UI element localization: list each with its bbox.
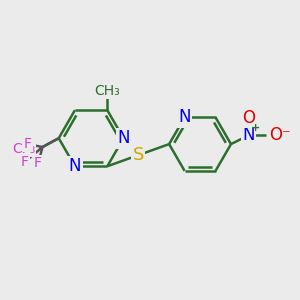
Text: CH₃: CH₃ <box>94 84 120 98</box>
Text: CF₃: CF₃ <box>12 142 35 155</box>
Text: S: S <box>133 146 144 164</box>
Text: F: F <box>34 156 42 170</box>
Text: +: + <box>250 123 260 133</box>
Text: N: N <box>117 129 130 147</box>
Text: F: F <box>24 137 32 151</box>
Text: F: F <box>21 155 29 169</box>
Text: O⁻: O⁻ <box>269 126 291 144</box>
Text: N: N <box>242 126 255 144</box>
Text: N: N <box>69 157 81 175</box>
Text: N: N <box>178 108 191 126</box>
Text: O: O <box>242 109 255 127</box>
